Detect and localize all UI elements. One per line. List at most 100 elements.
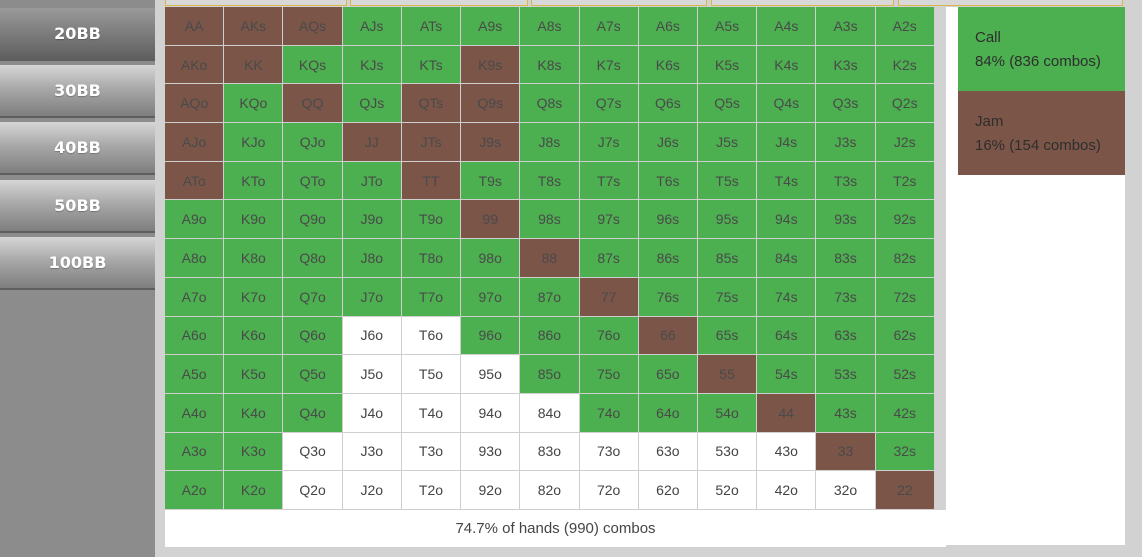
hand-cell[interactable]: KJo <box>224 123 284 162</box>
hand-cell[interactable]: 76o <box>579 316 639 356</box>
top-tab-4[interactable] <box>711 0 894 6</box>
hand-cell[interactable]: T9o <box>401 200 462 240</box>
hand-cell[interactable]: J7o <box>342 277 402 317</box>
hand-cell[interactable]: 98o <box>461 239 521 278</box>
hand-cell[interactable]: QTs <box>401 84 462 124</box>
hand-cell[interactable]: 95o <box>461 355 521 394</box>
top-tab-2[interactable] <box>350 0 528 6</box>
hand-cell[interactable]: 65o <box>638 355 698 394</box>
hand-cell[interactable]: J7s <box>579 123 639 162</box>
hand-cell[interactable]: 73o <box>579 432 639 472</box>
hand-cell[interactable]: T8s <box>520 161 580 201</box>
hand-cell[interactable]: KTs <box>401 45 462 85</box>
hand-cell[interactable]: 93s <box>816 200 876 240</box>
hand-cell[interactable]: 54s <box>757 355 817 394</box>
top-tab-3[interactable] <box>531 0 707 6</box>
hand-cell[interactable]: 86s <box>638 239 698 278</box>
hand-cell[interactable]: 95s <box>697 200 758 240</box>
hand-cell[interactable]: AQs <box>283 7 343 46</box>
hand-cell[interactable]: 53o <box>697 432 758 472</box>
hand-cell[interactable]: KJs <box>342 45 402 85</box>
hand-cell[interactable]: 76s <box>638 277 698 317</box>
hand-cell[interactable]: 86o <box>520 316 580 356</box>
hand-cell[interactable]: Q2o <box>283 471 343 510</box>
hand-cell[interactable]: 75s <box>697 277 758 317</box>
hand-cell[interactable]: AKs <box>224 7 284 46</box>
stack-button-50bb[interactable]: 50BB <box>0 180 155 233</box>
hand-cell[interactable]: QJs <box>342 84 402 124</box>
hand-cell[interactable]: J4o <box>342 393 402 433</box>
hand-cell[interactable]: J3s <box>816 123 876 162</box>
hand-cell[interactable]: 85o <box>520 355 580 394</box>
hand-cell[interactable]: T3s <box>816 161 876 201</box>
hand-cell[interactable]: 77 <box>579 277 639 317</box>
hand-cell[interactable]: J4s <box>757 123 817 162</box>
hand-cell[interactable]: T3o <box>401 432 462 472</box>
hand-cell[interactable]: 53s <box>816 355 876 394</box>
hand-cell[interactable]: 22 <box>875 471 935 510</box>
hand-cell[interactable]: Q3o <box>283 432 343 472</box>
hand-cell[interactable]: ATs <box>401 7 462 46</box>
hand-cell[interactable]: A7o <box>165 277 225 317</box>
hand-cell[interactable]: J3o <box>342 432 402 472</box>
hand-cell[interactable]: AQo <box>165 84 225 124</box>
hand-cell[interactable]: JTo <box>342 161 402 201</box>
hand-cell[interactable]: 33 <box>816 432 876 472</box>
hand-cell[interactable]: JJ <box>342 123 402 162</box>
hand-cell[interactable]: Q4o <box>283 393 343 433</box>
hand-cell[interactable]: AJo <box>165 123 225 162</box>
hand-cell[interactable]: 94s <box>757 200 817 240</box>
hand-cell[interactable]: 66 <box>638 316 698 356</box>
hand-cell[interactable]: 98s <box>520 200 580 240</box>
hand-cell[interactable]: 94o <box>461 393 521 433</box>
stack-button-100bb[interactable]: 100BB <box>0 237 155 290</box>
hand-cell[interactable]: 97o <box>461 277 521 317</box>
hand-cell[interactable]: ATo <box>165 161 225 201</box>
hand-cell[interactable]: 82o <box>520 471 580 510</box>
hand-cell[interactable]: KK <box>224 45 284 85</box>
hand-cell[interactable]: TT <box>401 161 462 201</box>
hand-cell[interactable]: K5o <box>224 355 284 394</box>
hand-cell[interactable]: K6o <box>224 316 284 356</box>
hand-cell[interactable]: 42o <box>757 471 817 510</box>
hand-cell[interactable]: J9s <box>461 123 521 162</box>
hand-cell[interactable]: A9o <box>165 200 225 240</box>
hand-cell[interactable]: A5s <box>697 7 758 46</box>
hand-cell[interactable]: J5s <box>697 123 758 162</box>
hand-cell[interactable]: A4o <box>165 393 225 433</box>
hand-cell[interactable]: K9o <box>224 200 284 240</box>
hand-cell[interactable]: Q5o <box>283 355 343 394</box>
hand-cell[interactable]: A6s <box>638 7 698 46</box>
hand-cell[interactable]: 83o <box>520 432 580 472</box>
hand-cell[interactable]: 83s <box>816 239 876 278</box>
hand-cell[interactable]: T8o <box>401 239 462 278</box>
hand-cell[interactable]: K9s <box>461 45 521 85</box>
hand-cell[interactable]: 97s <box>579 200 639 240</box>
top-tab-5[interactable] <box>898 0 1123 6</box>
hand-cell[interactable]: Q8o <box>283 239 343 278</box>
hand-cell[interactable]: 96o <box>461 316 521 356</box>
stack-button-20bb[interactable]: 20BB <box>0 8 155 61</box>
hand-cell[interactable]: 82s <box>875 239 935 278</box>
hand-cell[interactable]: A4s <box>757 7 817 46</box>
hand-cell[interactable]: K8s <box>520 45 580 85</box>
hand-cell[interactable]: 93o <box>461 432 521 472</box>
hand-cell[interactable]: 72o <box>579 471 639 510</box>
hand-cell[interactable]: Q6o <box>283 316 343 356</box>
hand-cell[interactable]: J5o <box>342 355 402 394</box>
hand-cell[interactable]: A8s <box>520 7 580 46</box>
hand-cell[interactable]: 96s <box>638 200 698 240</box>
hand-cell[interactable]: 65s <box>697 316 758 356</box>
hand-cell[interactable]: A2s <box>875 7 935 46</box>
hand-cell[interactable]: 87s <box>579 239 639 278</box>
hand-cell[interactable]: QQ <box>283 84 343 124</box>
hand-cell[interactable]: Q4s <box>757 84 817 124</box>
hand-cell[interactable]: 74o <box>579 393 639 433</box>
hand-cell[interactable]: KQo <box>224 84 284 124</box>
hand-cell[interactable]: 73s <box>816 277 876 317</box>
hand-cell[interactable]: T2s <box>875 161 935 201</box>
hand-cell[interactable]: 87o <box>520 277 580 317</box>
hand-cell[interactable]: JTs <box>401 123 462 162</box>
hand-cell[interactable]: Q9o <box>283 200 343 240</box>
hand-cell[interactable]: Q6s <box>638 84 698 124</box>
